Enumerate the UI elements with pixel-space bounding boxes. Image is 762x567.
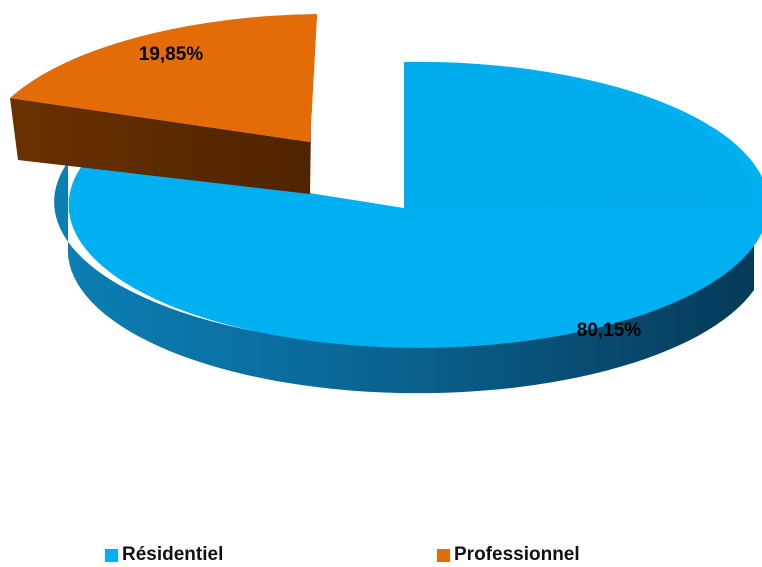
legend-swatch-residentiel xyxy=(105,548,118,562)
legend-label-residentiel: Résidentiel xyxy=(122,544,224,565)
legend-item-residentiel: Résidentiel xyxy=(105,544,223,566)
pie-slice-residentiel xyxy=(54,61,762,394)
legend: Résidentiel Professionnel xyxy=(0,544,762,567)
pie-slice-residentiel-top-shade xyxy=(404,62,755,208)
legend-swatch-professionnel xyxy=(437,548,450,562)
pie-slice-residentiel-side xyxy=(54,162,754,394)
legend-label-professionnel: Professionnel xyxy=(454,544,580,565)
legend-item-professionnel: Professionnel xyxy=(437,544,580,566)
pie-slice-professionnel xyxy=(10,14,317,194)
pie-slice-professionnel-top xyxy=(10,14,317,142)
pie-slice-residentiel-top xyxy=(68,61,762,348)
data-label-professionnel: 19,85% xyxy=(139,44,204,65)
data-label-residentiel: 80,15% xyxy=(577,320,642,341)
pie-slice-professionnel-side xyxy=(10,98,310,194)
